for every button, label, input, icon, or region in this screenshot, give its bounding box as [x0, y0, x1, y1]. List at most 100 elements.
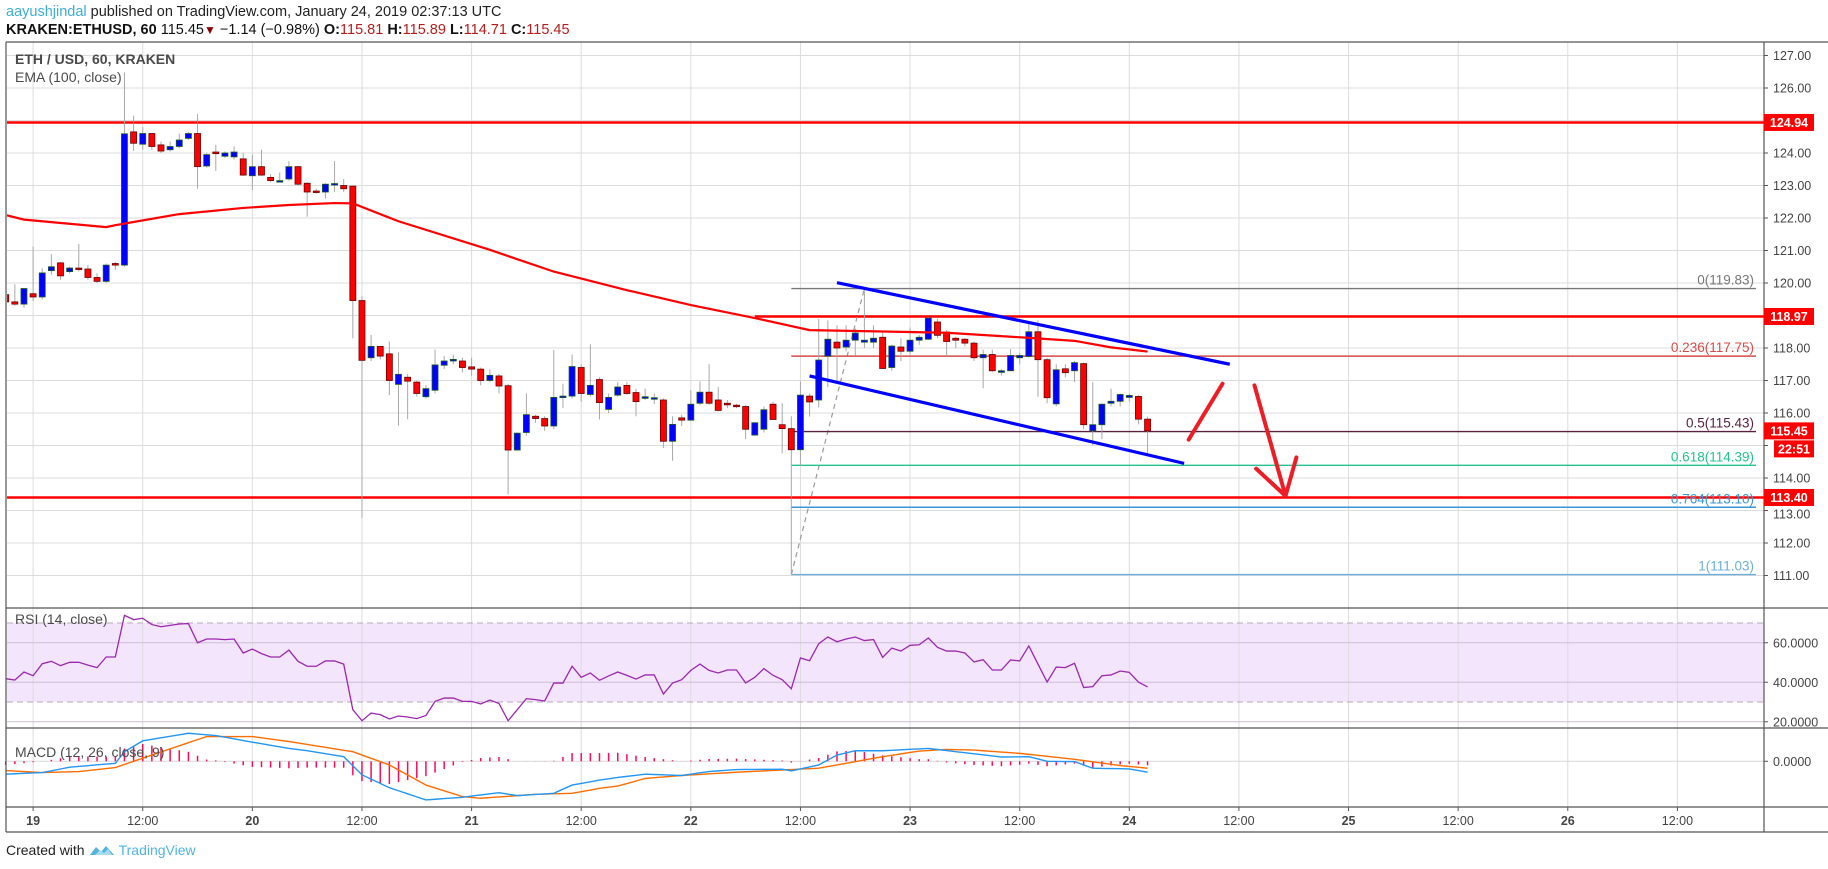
- candle: [979, 349, 987, 389]
- candle: [998, 369, 1005, 376]
- time-axis-label: 12:00: [127, 814, 158, 828]
- macd-axis-label: 0.0000: [1773, 755, 1811, 769]
- candle-body: [413, 381, 421, 394]
- candle: [568, 354, 576, 399]
- ema-line: [7, 201, 1148, 353]
- candle-body: [623, 384, 631, 394]
- author-link[interactable]: aayushjindal: [6, 4, 87, 20]
- candle-body: [322, 183, 329, 193]
- candle: [1061, 364, 1069, 378]
- time-axis-label: 12:00: [1223, 814, 1254, 828]
- candle-body: [559, 395, 567, 399]
- candle: [440, 356, 448, 370]
- candle-body: [121, 133, 128, 266]
- candle-body: [1061, 368, 1069, 374]
- price-axis-label: 122.00: [1773, 212, 1811, 226]
- candle-body: [486, 374, 494, 381]
- price-axis-label: 118.00: [1773, 342, 1810, 356]
- candle: [1007, 348, 1014, 372]
- candle: [1135, 395, 1142, 425]
- open-value: 115.81: [340, 22, 384, 38]
- candle: [1080, 362, 1088, 430]
- candle-body: [897, 346, 905, 352]
- candle-body: [660, 399, 667, 442]
- candle-body: [934, 321, 941, 336]
- candle: [596, 377, 603, 420]
- candle-body: [7, 294, 10, 303]
- candle-body: [979, 354, 987, 359]
- candle-body: [650, 397, 658, 400]
- price-axis-label: 114.00: [1773, 472, 1810, 486]
- candle-body: [833, 341, 841, 349]
- candle-body: [495, 375, 503, 387]
- candle: [806, 393, 813, 417]
- candle: [1089, 382, 1097, 446]
- candle: [669, 416, 676, 461]
- rsi-axis-label: 20.0000: [1773, 715, 1818, 729]
- candle-body: [915, 336, 923, 341]
- candle-body: [513, 432, 521, 451]
- close-value: 115.45: [526, 22, 570, 38]
- candle-body: [952, 337, 960, 341]
- time-axis-label: 12:00: [346, 814, 377, 828]
- macd-line: [5, 732, 1148, 801]
- candle-body: [431, 364, 439, 391]
- ema-legend: EMA (100, close): [15, 69, 122, 85]
- time-axis-label: 12:00: [785, 814, 816, 828]
- candle: [47, 254, 55, 275]
- time-axis-label: 12:00: [566, 814, 597, 828]
- candle-body: [860, 339, 868, 343]
- candle: [943, 330, 951, 357]
- candle: [413, 380, 421, 397]
- candle: [961, 338, 969, 347]
- candle: [1107, 388, 1115, 407]
- candle: [888, 344, 896, 371]
- candle-body: [806, 395, 813, 403]
- publish-info: aayushjindal published on TradingView.co…: [6, 4, 502, 20]
- arrow-shaft: [1186, 381, 1225, 442]
- candle-body: [57, 262, 64, 277]
- candle: [212, 144, 220, 171]
- candle: [385, 341, 393, 396]
- price-axis-label: 127.00: [1773, 49, 1811, 63]
- candle: [258, 149, 265, 176]
- last-price: 115.45: [160, 22, 204, 38]
- candle: [11, 284, 19, 306]
- candle-body: [203, 154, 211, 167]
- candle: [395, 352, 402, 426]
- candle-body: [824, 338, 832, 357]
- candle: [404, 374, 412, 420]
- candle: [860, 288, 868, 348]
- candle: [924, 317, 932, 340]
- bar-countdown: 22:51: [1778, 442, 1810, 456]
- candle-body: [20, 288, 28, 305]
- publish-text: published on TradingView.com, January 24…: [90, 4, 502, 20]
- candle-body: [522, 414, 530, 433]
- candle-body: [632, 392, 640, 403]
- candle: [358, 296, 366, 518]
- tradingview-logo-icon: [89, 846, 114, 855]
- candle-body: [614, 386, 622, 396]
- candle: [248, 154, 256, 191]
- candle-body: [504, 385, 512, 451]
- candle-body: [477, 368, 485, 381]
- candle-body: [550, 396, 558, 427]
- candle: [696, 381, 704, 405]
- candle-body: [139, 133, 147, 145]
- candle: [723, 400, 731, 409]
- candle-body: [1016, 355, 1024, 359]
- candle: [632, 388, 640, 417]
- candle-body: [924, 317, 932, 340]
- candle: [952, 336, 960, 348]
- time-axis-label: 24: [1122, 814, 1136, 828]
- candle: [84, 265, 92, 280]
- candle-body: [1135, 396, 1142, 420]
- candle: [294, 166, 302, 186]
- candle-body: [267, 176, 275, 182]
- level-price-badge: 113.40: [1770, 491, 1808, 505]
- tradingview-brand[interactable]: TradingView: [118, 842, 196, 858]
- candle: [139, 127, 147, 150]
- candle: [879, 331, 887, 370]
- candle-body: [714, 399, 722, 411]
